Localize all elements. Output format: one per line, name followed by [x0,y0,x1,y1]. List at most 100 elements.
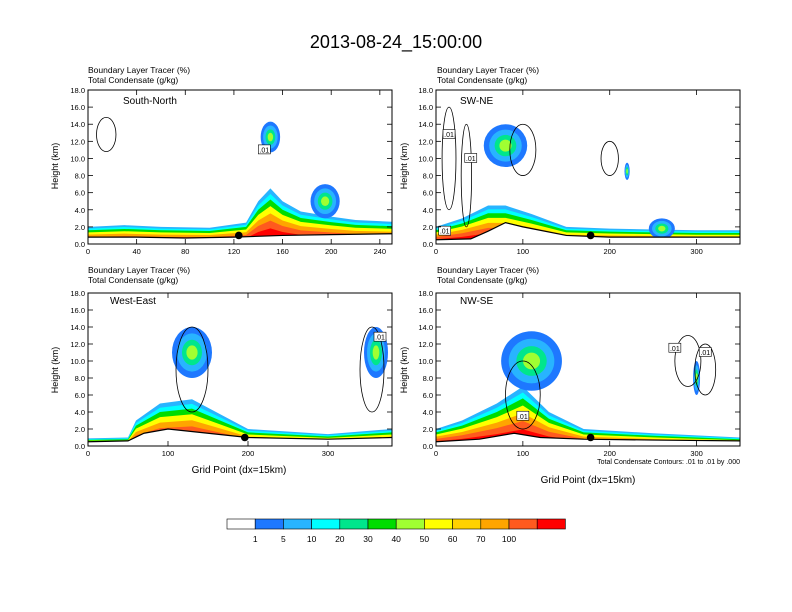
y-tick-label: 0.0 [423,442,433,451]
contour-label-box [698,347,712,357]
y-tick-label: 12.0 [70,340,85,349]
tracer-blob [267,132,274,142]
y-tick-label: 14.0 [418,120,433,129]
colorbar-label: 70 [476,534,486,544]
plot-area: .01 .01 .01 [436,106,740,244]
condensate-contour [441,106,457,211]
tracer-blob [321,196,330,207]
colorbar-swatch [536,518,566,530]
y-tick-label: 4.0 [423,206,433,215]
colorbar-swatch [395,518,425,530]
x-tick-label: 80 [181,247,189,256]
tracer-blob [523,352,541,370]
colorbar-label: 50 [420,534,430,544]
panel-subtitle-line-1: Boundary Layer Tracer (%) [437,65,539,75]
x-tick-label: 240 [374,247,387,256]
y-tick-label: 6.0 [423,391,433,400]
terrain-line [436,221,740,241]
y-tick-label: 12.0 [418,137,433,146]
colorbar-label: 30 [363,534,373,544]
y-axis-label: Height (km) [399,143,409,190]
y-tick-label: 14.0 [418,323,433,332]
plot-frame [435,292,741,447]
x-tick-label: 200 [603,449,616,458]
terrain-fill [436,222,740,244]
colorbar-swatch [367,518,397,530]
y-tick-label: 0.0 [75,240,85,249]
y-tick-label: 8.0 [75,374,85,383]
y-tick-label: 12.0 [418,340,433,349]
contour-label: .01 [518,414,528,421]
x-tick-label: 120 [228,247,241,256]
x-tick-label: 100 [162,449,175,458]
contour-label: .01 [670,346,680,353]
condensate-contour [460,123,473,228]
y-tick-label: 12.0 [70,137,85,146]
tracer-blob [467,143,468,148]
y-tick-label: 16.0 [418,306,433,315]
colorbar-label: 5 [281,534,286,544]
y-axis-label: Height (km) [50,347,60,394]
location-marker [241,433,249,442]
colorbar-swatch [311,518,341,530]
y-tick-label: 18.0 [418,86,433,95]
location-marker [586,231,595,240]
y-tick-label: 10.0 [418,154,433,163]
y-tick-label: 4.0 [75,408,85,417]
panel-label: NW-SE [460,296,493,307]
x-tick-label: 200 [242,449,255,458]
x-tick-label: 100 [517,449,530,458]
y-tick-label: 16.0 [70,306,85,315]
condensate-contour [600,140,619,176]
x-tick-label: 0 [434,247,438,256]
condensate-contour [694,343,717,396]
colorbar-label: 40 [391,534,401,544]
terrain-line [88,233,392,239]
terrain-line [436,432,740,443]
panel-subtitle-line-1: Boundary Layer Tracer (%) [437,265,539,275]
x-tick-label: 40 [132,247,140,256]
y-tick-label: 8.0 [423,374,433,383]
y-tick-label: 2.0 [423,223,433,232]
panel-label: West-East [110,296,156,307]
contour-label-box [464,153,478,163]
panel-west-east: Boundary Layer Tracer (%) Total Condensa… [50,265,393,476]
tracer-blob [186,345,198,360]
y-tick-label: 2.0 [423,425,433,434]
y-tick-label: 14.0 [70,323,85,332]
x-tick-label: 160 [276,247,289,256]
tracer-blob [466,139,470,152]
terrain-fill [88,429,392,446]
contour-label: .01 [440,229,450,236]
x-tick-label: 300 [690,247,703,256]
panel-subtitle-line-2: Total Condensate (g/kg) [88,75,178,85]
x-axis-label: Grid Point (dx=15km) [192,465,287,476]
y-tick-label: 2.0 [75,223,85,232]
y-tick-label: 16.0 [70,103,85,112]
contour-label: .01 [375,335,385,342]
x-tick-label: 0 [434,449,438,458]
plot-area: .01 [88,326,392,446]
y-axis-label: Height (km) [399,347,409,394]
colorbar-swatch [480,518,510,530]
colorbar-label: 100 [502,534,516,544]
x-tick-label: 300 [322,449,335,458]
colorbar-label: 20 [335,534,345,544]
y-tick-label: 10.0 [418,357,433,366]
panel-label: South-North [123,96,177,107]
panel-label: SW-NE [460,96,493,107]
tracer-blob [466,141,468,150]
colorbar-swatch [508,518,538,530]
y-tick-label: 16.0 [418,103,433,112]
x-axis-label: Grid Point (dx=15km) [541,475,636,486]
colorbar-swatch [283,518,312,530]
figure-title: 2013-08-24_15:00:00 [310,32,482,53]
x-tick-label: 300 [690,449,703,458]
colorbar-label: 60 [448,534,458,544]
x-tick-label: 200 [325,247,338,256]
panel-subtitle-line-1: Boundary Layer Tracer (%) [88,65,190,75]
contour-label-box [258,144,271,155]
y-tick-label: 6.0 [75,189,85,198]
contour-label: .01 [444,132,454,139]
y-tick-label: 4.0 [423,408,433,417]
